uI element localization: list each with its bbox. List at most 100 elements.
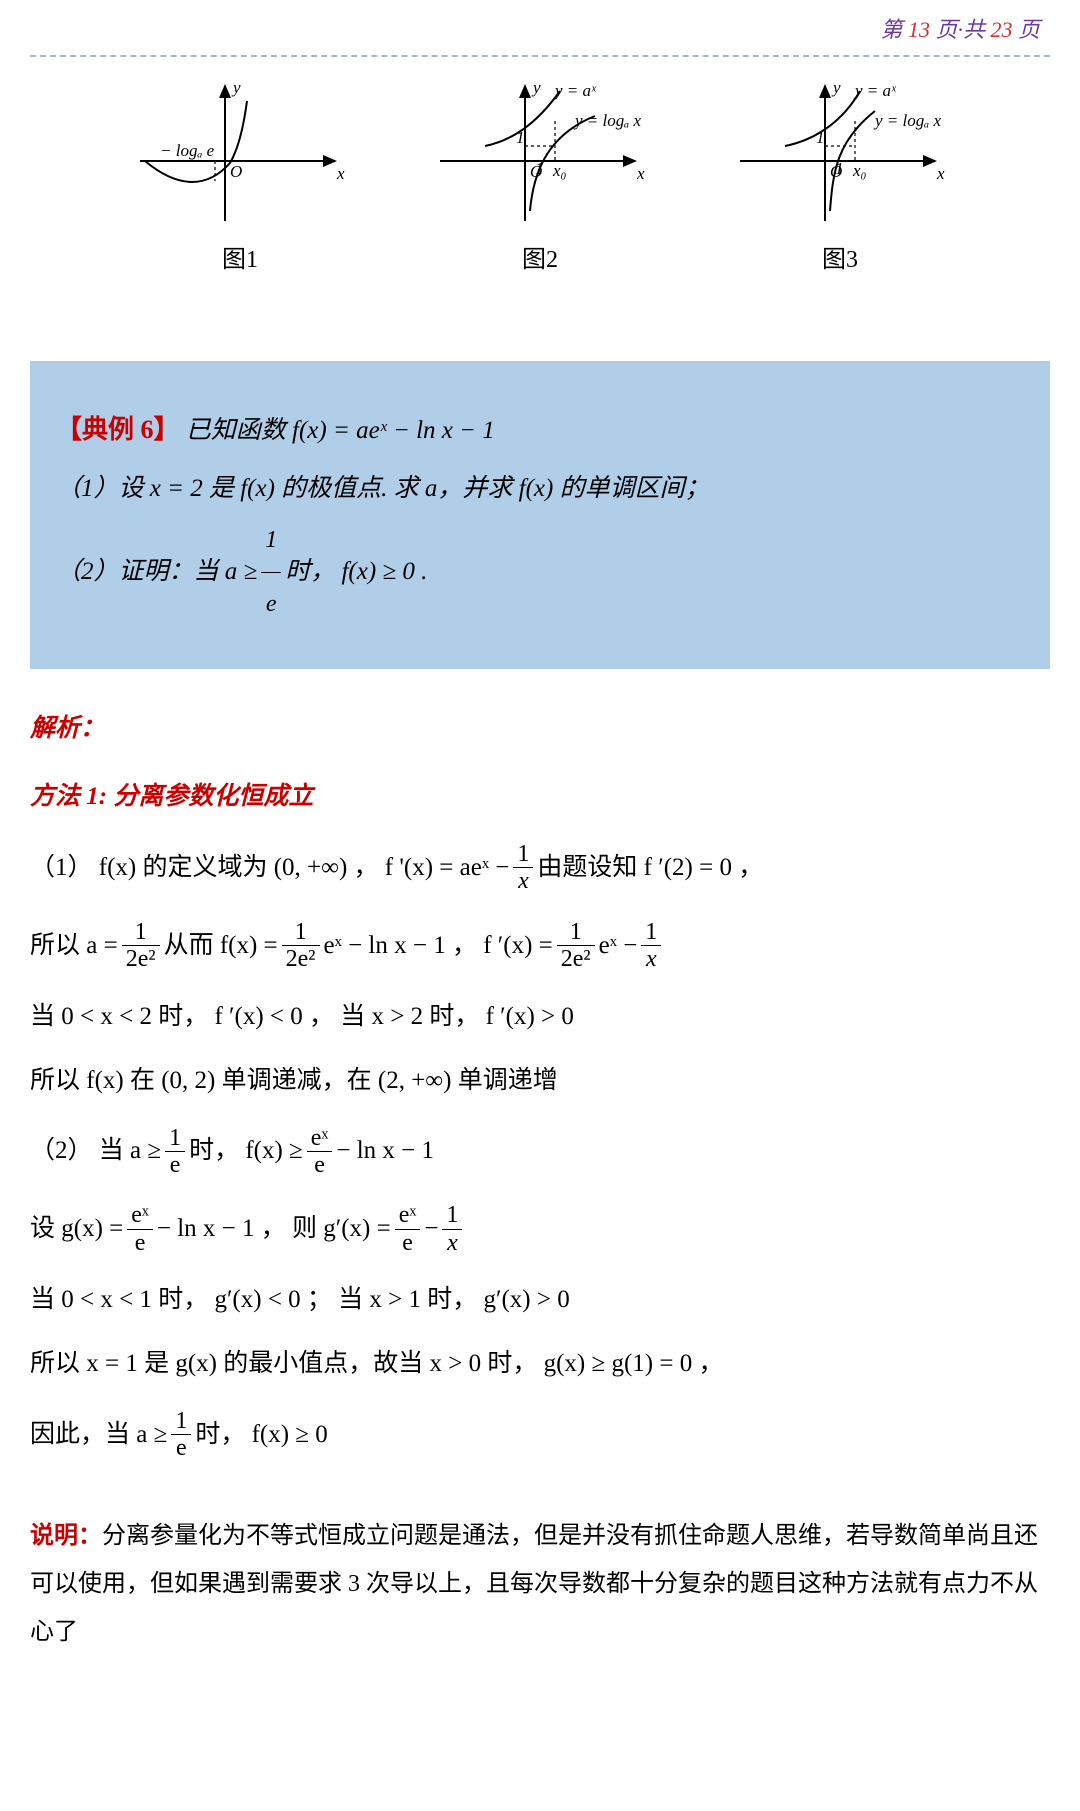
frac-den: e [398,1230,417,1256]
figure-caption-1: 图1 [222,241,258,279]
p1-frac: 1 x [513,841,533,895]
p6: 设 g(x) = eˣ e − ln x − 1 ， 则 g′(x) = eˣ … [30,1202,1050,1256]
svg-text:1: 1 [516,128,525,147]
p5-a: （2） 当 a ≥ [30,1131,161,1171]
header-middle: 页·共 [935,17,985,42]
frac-num: 1 [291,919,311,945]
frac-den: e [172,1435,191,1461]
frac-den: e [262,591,281,617]
p6-b: − ln x − 1 ， 则 g′(x) = [157,1209,391,1249]
figure-svg-3: yxOy = aˣy = logₐ x11x₀ [725,71,955,231]
svg-text:x: x [936,164,945,183]
example-q2-suffix: 时， f(x) ≥ 0 . [285,552,427,592]
frac-num: 1 [131,919,151,945]
p2-f2: 1 2e² [282,919,320,973]
example-box: 【典例 6】 已知函数 f(x) = aeˣ − ln x − 1 （1）设 x… [30,361,1050,669]
frac-den: x [443,1230,462,1256]
svg-text:1: 1 [816,128,825,147]
p2-f4: 1 x [641,919,661,973]
frac-den: x [642,946,661,972]
frac-num: 1 [566,919,586,945]
svg-text:y = aˣ: y = aˣ [553,81,597,100]
example-title: 【典例 6】 [56,415,180,444]
p6-a: 设 g(x) = [30,1209,123,1249]
page-header: 第 13 页·共 23 页 [30,0,1050,57]
explain-label: 说明： [30,1523,102,1549]
method1-label: 方法 1: 分离参数化恒成立 [30,777,1050,817]
frac-den: e [310,1152,329,1178]
example-intro: 已知函数 f(x) = aeˣ − ln x − 1 [186,417,495,444]
p2-f1: 1 2e² [122,919,160,973]
svg-text:x₀: x₀ [552,161,567,180]
p9-a: 因此，当 a ≥ [30,1415,167,1455]
frac-num: 1 [513,841,533,867]
figure-svg-1: y x O − logₐ e [125,71,355,231]
svg-text:y = aˣ: y = aˣ [853,81,897,100]
example-title-line: 【典例 6】 已知函数 f(x) = aeˣ − ln x − 1 [56,409,1024,451]
p5: （2） 当 a ≥ 1 e 时， f(x) ≥ eˣ e − ln x − 1 [30,1125,1050,1179]
p5-b: 时， f(x) ≥ [189,1131,303,1171]
p2-a: 所以 a = [30,926,118,966]
header-suffix: 页 [1018,17,1040,42]
svg-text:x₀: x₀ [852,161,867,180]
frac-num: eˣ [307,1125,333,1151]
p1-b: 由题设知 f ′(2) = 0 ， [537,848,763,888]
header-total: 23 [990,17,1012,42]
p2-d: eˣ − [599,926,638,966]
frac-den: e [131,1230,150,1256]
p2-b: 从而 f(x) = [164,926,278,966]
frac-num: 1 [171,1408,191,1434]
figure-2: yxOy = aˣy = logₐ x11x₀图2 [425,71,655,279]
svg-text:y: y [231,78,241,97]
example-q1: （1）设 x = 2 是 f(x) 的极值点. 求 a，并求 f(x) 的单调区… [56,469,1024,509]
p7: 当 0 < x < 1 时， g′(x) < 0 ； 当 x > 1 时， g′… [30,1280,1050,1320]
explain-block: 说明：分离参量化为不等式恒成立问题是通法，但是并没有抓住命题人思维，若导数简单尚… [30,1512,1050,1656]
svg-text:− logₐ e: − logₐ e [160,141,215,160]
p9-f1: 1 e [171,1408,191,1462]
frac-num: 1 [261,527,281,553]
svg-text:y: y [531,78,541,97]
frac-num: eˣ [127,1202,153,1228]
p2-f3: 1 2e² [557,919,595,973]
svg-text:y: y [831,78,841,97]
p5-c: − ln x − 1 [336,1131,434,1171]
svg-text:x: x [636,164,645,183]
svg-text:1: 1 [535,159,544,178]
figures-row: yxO− logₐ e图1yxOy = aˣy = logₐ x11x₀图2yx… [90,71,990,301]
header-prefix: 第 [880,17,902,42]
p9: 因此，当 a ≥ 1 e 时， f(x) ≥ 0 [30,1408,1050,1462]
p5-f2: eˣ e [307,1125,333,1179]
figure-1: y x O − logₐ e 图1 [125,71,355,279]
frac-1e: 1 e [261,527,281,617]
frac-den: 2e² [557,946,595,972]
frac-num: 1 [442,1202,462,1228]
svg-text:x: x [336,164,345,183]
frac-den: x [514,868,533,894]
frac-den: 2e² [122,946,160,972]
p1: （1） f(x) 的定义域为 (0, +∞) ， f '(x) = aeˣ − … [30,841,1050,895]
frac-num: 1 [165,1125,185,1151]
p6-c: − [424,1209,438,1249]
p4: 所以 f(x) 在 (0, 2) 单调递减，在 (2, +∞) 单调递增 [30,1061,1050,1101]
svg-text:y = logₐ x: y = logₐ x [873,111,941,130]
svg-text:O: O [230,162,242,181]
example-q2: （2）证明：当 a ≥ 1 e 时， f(x) ≥ 0 . [56,527,1024,617]
p2-c: eˣ − ln x − 1 ， f ′(x) = [324,926,553,966]
frac-num: 1 [641,919,661,945]
frac-num: eˣ [395,1202,421,1228]
p6-f2: eˣ e [395,1202,421,1256]
header-page-num: 13 [908,17,930,42]
p5-f1: 1 e [165,1125,185,1179]
figure-caption-2: 图2 [522,241,558,279]
p9-b: 时， f(x) ≥ 0 [195,1415,327,1455]
figure-3: yxOy = aˣy = logₐ x11x₀图3 [725,71,955,279]
example-q2-prefix: （2）证明：当 a ≥ [56,552,257,592]
p3: 当 0 < x < 2 时， f ′(x) < 0 ， 当 x > 2 时， f… [30,997,1050,1037]
svg-text:y = logₐ x: y = logₐ x [573,111,641,130]
p8: 所以 x = 1 是 g(x) 的最小值点，故当 x > 0 时， g(x) ≥… [30,1344,1050,1384]
frac-den: e [166,1152,185,1178]
figure-caption-3: 图3 [822,241,858,279]
jiexi-label: 解析： [30,709,1050,749]
svg-text:1: 1 [835,159,844,178]
p6-f3: 1 x [442,1202,462,1256]
